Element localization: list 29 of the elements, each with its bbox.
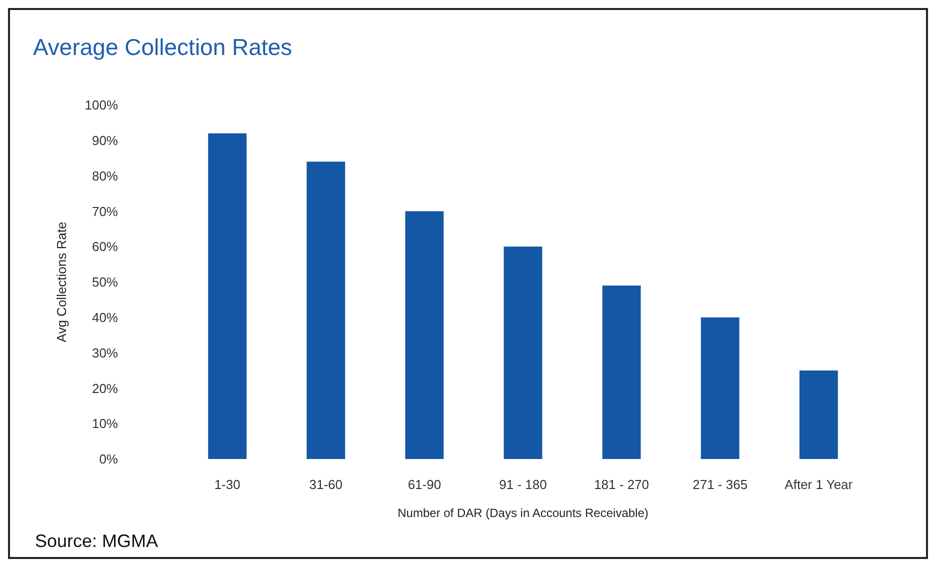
y-tick-label: 40% (92, 310, 118, 325)
source-note: Source: MGMA (35, 531, 158, 551)
y-axis-title: Avg Collections Rate (54, 222, 69, 342)
y-tick-label: 30% (92, 345, 118, 360)
chart-title: Average Collection Rates (33, 34, 292, 60)
x-tick-label: 31-60 (309, 477, 343, 492)
x-axis-title: Number of DAR (Days in Accounts Receivable) (398, 506, 648, 520)
x-tick-label: 271 - 365 (692, 477, 748, 492)
x-tick-label: 1-30 (214, 477, 240, 492)
y-tick-label: 50% (92, 274, 118, 290)
bar (504, 246, 542, 459)
y-tick-label: 100% (84, 98, 118, 113)
x-tick-label: After 1 Year (784, 477, 854, 492)
x-tick-label: 91 - 180 (499, 477, 547, 492)
bar (306, 162, 346, 459)
y-tick-label: 0% (99, 452, 118, 467)
bar (405, 211, 444, 459)
y-tick-label: 10% (92, 416, 118, 432)
y-tick-label: 20% (92, 380, 118, 396)
bar (602, 286, 641, 459)
y-tick-label: 80% (92, 168, 118, 184)
bar (700, 317, 740, 459)
x-tick-label: 181 - 270 (594, 477, 650, 492)
x-tick-label: 61-90 (408, 477, 442, 492)
y-tick-label: 70% (92, 204, 118, 219)
y-tick-label: 60% (92, 239, 118, 254)
bar (799, 370, 838, 459)
bar (208, 133, 247, 459)
y-tick-label: 90% (92, 132, 118, 148)
